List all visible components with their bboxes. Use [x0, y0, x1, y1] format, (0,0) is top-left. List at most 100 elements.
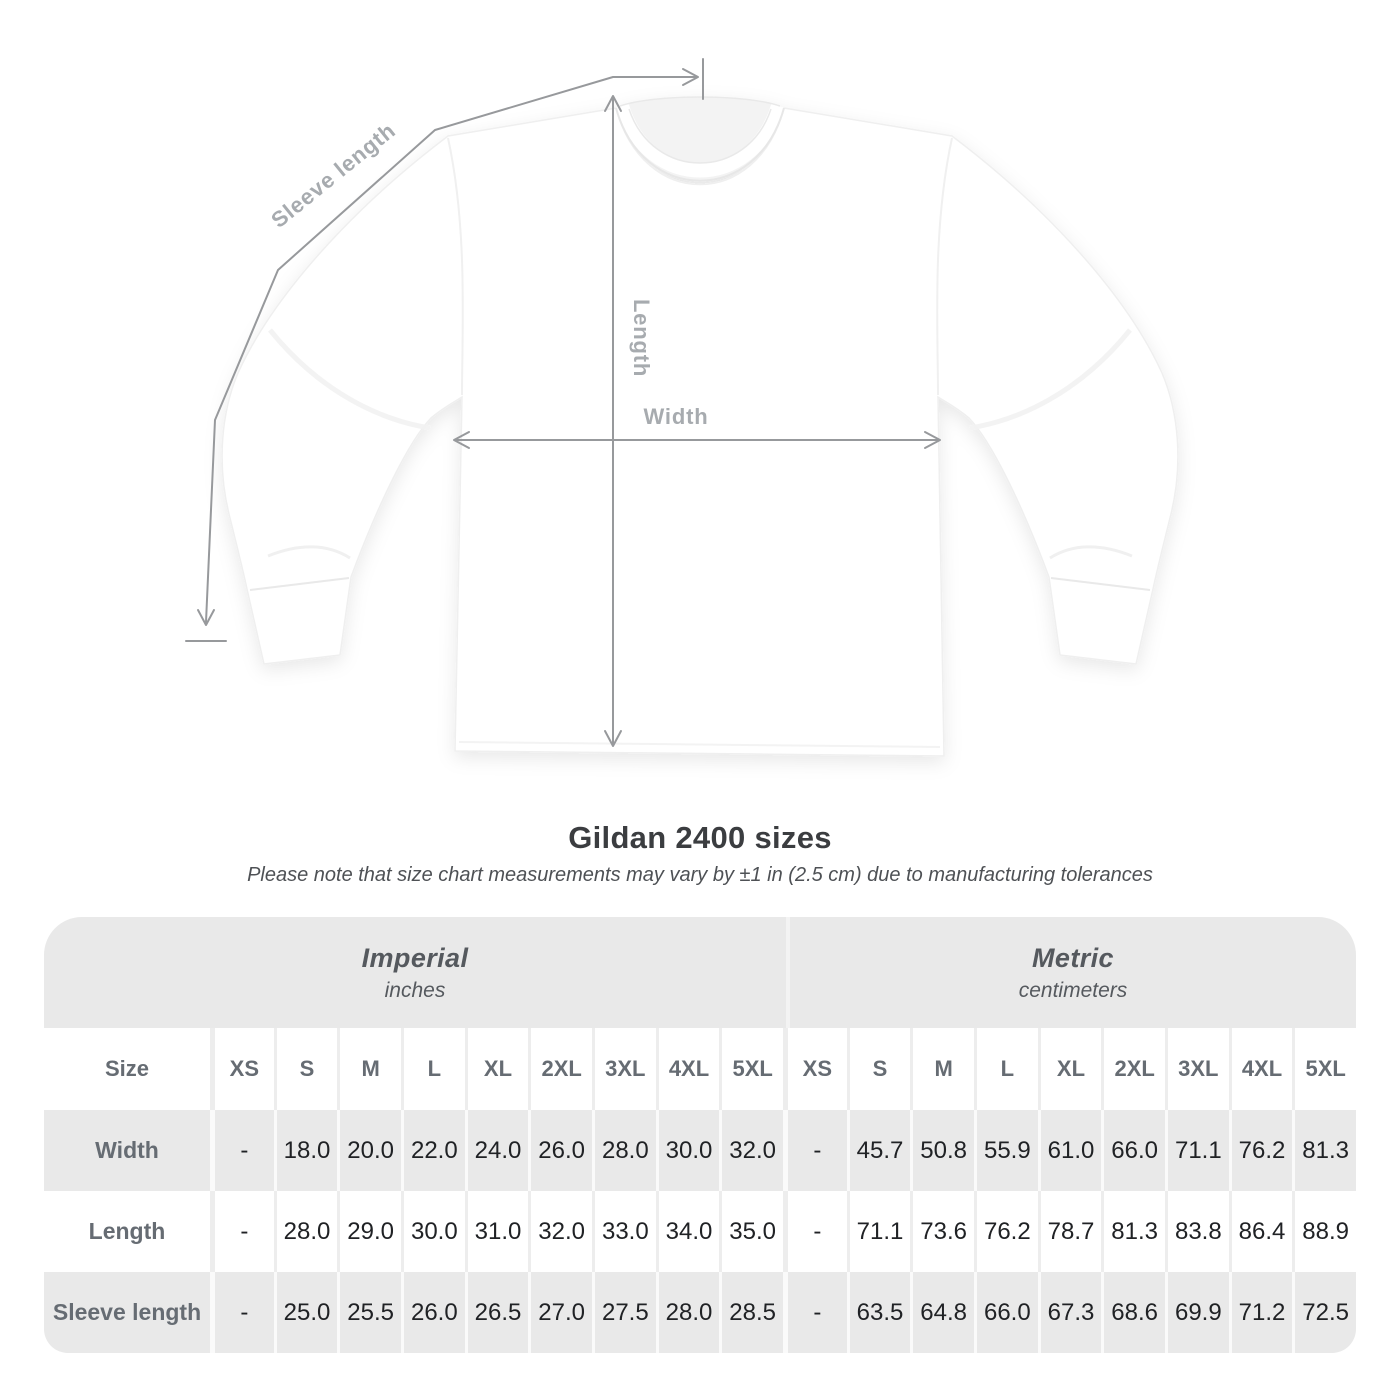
page-subtitle: Please note that size chart measurements…	[247, 864, 1153, 886]
left-sleeve-fold	[268, 328, 431, 431]
value-metric-width: 66.0	[1101, 1110, 1165, 1191]
unit-band: Imperial inches Metric centimeters	[44, 917, 1356, 1028]
metric-unit-header: Metric centimeters	[786, 917, 1356, 1028]
value-imperial-length: 30.0	[401, 1191, 465, 1272]
sleeve-length-arrow-right	[682, 68, 699, 86]
value-metric-sleeve-length: -	[783, 1272, 847, 1353]
size-header-imperial-3xl: 3XL	[592, 1028, 656, 1110]
collar-inner-edge	[628, 108, 772, 164]
value-metric-width: 76.2	[1228, 1110, 1293, 1191]
width-measure: Width	[453, 404, 941, 449]
left-armhole-seam	[447, 137, 464, 396]
back-neck-seam	[619, 96, 781, 107]
row-label-sleeve-length: Sleeve length	[44, 1272, 210, 1353]
value-metric-width: 55.9	[974, 1110, 1038, 1191]
value-imperial-width: 22.0	[401, 1110, 465, 1191]
size-header-metric-s: S	[846, 1028, 911, 1110]
value-metric-sleeve-length: 69.9	[1165, 1272, 1229, 1353]
value-metric-length: 83.8	[1165, 1191, 1229, 1272]
value-metric-width: 81.3	[1292, 1110, 1356, 1191]
width-label: Width	[644, 404, 709, 429]
value-imperial-length: 33.0	[592, 1191, 656, 1272]
value-imperial-sleeve-length: 28.5	[719, 1272, 783, 1353]
size-header-metric-3xl: 3XL	[1165, 1028, 1229, 1110]
value-imperial-sleeve-length: 27.5	[592, 1272, 656, 1353]
imperial-sublabel: inches	[384, 978, 446, 1002]
size-header-metric-m: M	[910, 1028, 974, 1110]
value-imperial-length: 29.0	[337, 1191, 401, 1272]
metric-label: Metric	[1032, 942, 1114, 973]
value-imperial-width: 20.0	[337, 1110, 401, 1191]
value-metric-sleeve-length: 72.5	[1292, 1272, 1356, 1353]
size-header-metric-l: L	[974, 1028, 1038, 1110]
page-title: Gildan 2400 sizes	[568, 820, 832, 855]
value-metric-width: 45.7	[846, 1110, 911, 1191]
value-metric-length: 71.1	[846, 1191, 911, 1272]
width-arrow-left	[453, 431, 470, 449]
hem-seam	[458, 741, 941, 748]
length-label: Length	[629, 299, 654, 377]
size-header-imperial-4xl: 4XL	[655, 1028, 720, 1110]
value-imperial-length: 34.0	[655, 1191, 720, 1272]
value-imperial-sleeve-length: 27.0	[528, 1272, 592, 1353]
shirt-body	[221, 107, 1179, 757]
size-header-imperial-xl: XL	[464, 1028, 529, 1110]
value-imperial-length: 32.0	[528, 1191, 592, 1272]
sleeve-length-arrow-down	[197, 609, 215, 626]
value-imperial-width: 26.0	[528, 1110, 592, 1191]
sleeve-length-measure-line	[205, 76, 698, 623]
value-metric-width: -	[783, 1110, 847, 1191]
value-imperial-sleeve-length: 28.0	[655, 1272, 720, 1353]
value-imperial-length: 35.0	[719, 1191, 783, 1272]
size-column-header: Size	[44, 1028, 210, 1110]
imperial-unit-header: Imperial inches	[44, 917, 786, 1028]
value-metric-sleeve-length: 64.8	[910, 1272, 974, 1353]
size-header-imperial-2xl: 2XL	[528, 1028, 592, 1110]
value-imperial-width: -	[210, 1110, 274, 1191]
value-metric-width: 50.8	[910, 1110, 974, 1191]
right-sleeve-fold	[969, 328, 1132, 431]
value-imperial-length: 31.0	[464, 1191, 529, 1272]
value-imperial-width: 30.0	[655, 1110, 720, 1191]
value-imperial-length: -	[210, 1191, 274, 1272]
size-header-imperial-xs: XS	[210, 1028, 274, 1110]
size-header-imperial-l: L	[401, 1028, 465, 1110]
size-table: Imperial inches Metric centimeters Size X…	[44, 917, 1356, 1353]
value-metric-width: 61.0	[1037, 1110, 1102, 1191]
value-metric-sleeve-length: 71.2	[1228, 1272, 1293, 1353]
shirt-size-diagram: Sleeve length Length Width	[185, 58, 1179, 757]
value-metric-length: 76.2	[974, 1191, 1038, 1272]
right-cuff-seam	[1050, 577, 1151, 591]
metric-sublabel: centimeters	[1018, 978, 1128, 1002]
value-imperial-sleeve-length: 25.5	[337, 1272, 401, 1353]
value-imperial-width: 24.0	[464, 1110, 529, 1191]
size-header-metric-xl: XL	[1037, 1028, 1102, 1110]
value-imperial-sleeve-length: 26.5	[464, 1272, 529, 1353]
row-label-length: Length	[44, 1191, 210, 1272]
right-armhole-seam	[936, 137, 953, 396]
value-metric-sleeve-length: 63.5	[846, 1272, 911, 1353]
value-imperial-sleeve-length: 25.0	[273, 1272, 338, 1353]
size-header-imperial-5xl: 5XL	[719, 1028, 783, 1110]
value-imperial-width: 32.0	[719, 1110, 783, 1191]
length-measure: Length	[604, 95, 654, 747]
size-header-metric-xs: XS	[783, 1028, 847, 1110]
value-metric-length: 73.6	[910, 1191, 974, 1272]
value-metric-length: 86.4	[1228, 1191, 1293, 1272]
row-label-width: Width	[44, 1110, 210, 1191]
right-cuff-fold	[1049, 545, 1133, 560]
value-metric-sleeve-length: 67.3	[1037, 1272, 1102, 1353]
collar-outer-edge	[615, 107, 785, 182]
value-metric-length: 78.7	[1037, 1191, 1102, 1272]
value-metric-length: -	[783, 1191, 847, 1272]
length-arrow-up	[604, 95, 622, 112]
value-metric-sleeve-length: 66.0	[974, 1272, 1038, 1353]
value-metric-length: 88.9	[1292, 1191, 1356, 1272]
size-grid: Size XS S M L XL 2XL 3XL 4XL 5XL XS S M L XL 2XL 3XL 4XL 5…	[44, 1028, 1356, 1353]
value-imperial-sleeve-length: 26.0	[401, 1272, 465, 1353]
width-arrow-right	[924, 431, 941, 449]
size-header-imperial-m: M	[337, 1028, 401, 1110]
value-imperial-sleeve-length: -	[210, 1272, 274, 1353]
collar-band	[615, 103, 785, 178]
